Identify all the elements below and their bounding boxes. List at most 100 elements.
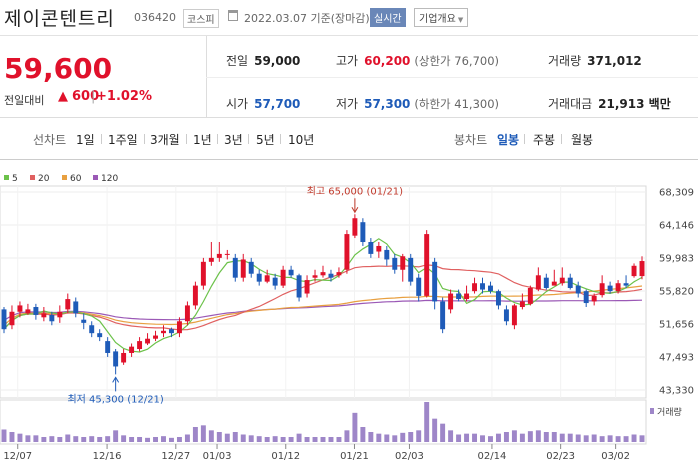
- volume-bar: [631, 434, 637, 442]
- volume-bar: [623, 436, 629, 442]
- y-tick-label: 64,146: [659, 221, 694, 232]
- tab-3y[interactable]: 3년: [224, 133, 243, 147]
- volume-bar: [49, 436, 55, 442]
- candle-body: [288, 269, 294, 276]
- volume-bar: [272, 436, 278, 442]
- x-tick-label: 12/07: [3, 451, 32, 462]
- candle-body: [631, 265, 637, 277]
- high-value: 60,200: [364, 54, 411, 68]
- candle-body: [9, 311, 15, 326]
- change-label: 전일대비: [4, 94, 45, 107]
- volume-bar: [543, 432, 549, 442]
- volume-bar: [264, 437, 270, 442]
- x-tick-label: 02/23: [546, 451, 575, 462]
- volume-bar: [472, 433, 478, 442]
- line-chart-group[interactable]: 선차트: [33, 133, 67, 147]
- volume-bar: [519, 433, 525, 442]
- volume-bar: [57, 437, 63, 442]
- candle-body: [623, 283, 629, 286]
- tab-3m[interactable]: 3개월: [150, 133, 180, 147]
- tab-5y[interactable]: 5년: [256, 133, 275, 147]
- stock-name: 제이콘텐트리: [4, 8, 115, 30]
- candle-body: [1, 309, 7, 330]
- candle-body: [416, 277, 422, 296]
- volume-bar: [1, 429, 7, 442]
- realtime-button[interactable]: 실시간: [370, 8, 406, 27]
- tab-weekly[interactable]: 주봉: [533, 133, 556, 147]
- tab-1y[interactable]: 1년: [193, 133, 212, 147]
- candle-body: [97, 333, 103, 338]
- volume-bar: [464, 433, 470, 442]
- tab-daily[interactable]: 일봉: [497, 133, 520, 147]
- candle-body: [639, 261, 645, 277]
- candle-body: [145, 338, 151, 344]
- candle-body: [567, 277, 573, 288]
- volume-bar: [105, 436, 111, 442]
- volume-bar: [511, 430, 517, 442]
- stock-code: 036420: [134, 11, 176, 24]
- candle-body: [25, 309, 31, 314]
- change-amount: 600: [72, 89, 100, 104]
- low-value: 57,300: [364, 97, 411, 111]
- candle-body: [129, 346, 135, 353]
- volume-bar: [192, 427, 198, 442]
- volume-bar: [416, 430, 422, 442]
- volume-bar: [368, 432, 374, 442]
- volume-bar: [567, 433, 573, 442]
- header: 제이콘텐트리 036420 코스피 2022.03.07 기준(장마감) 실시간…: [0, 0, 698, 36]
- candle-body: [607, 285, 613, 292]
- candle-body: [17, 305, 23, 312]
- candle-body: [448, 293, 454, 310]
- tab-10y[interactable]: 10년: [288, 133, 315, 147]
- arrow-down-icon: [351, 207, 359, 214]
- y-tick-label: 51,656: [659, 320, 694, 331]
- volume-bar: [456, 434, 462, 442]
- divider: [248, 134, 249, 144]
- volume-bar: [73, 436, 79, 442]
- candle-chart-group[interactable]: 봉차트: [454, 133, 488, 147]
- tab-1w[interactable]: 1주일: [108, 133, 138, 147]
- volume-bar: [161, 436, 166, 442]
- candlestick-chart[interactable]: 68,309 64,146 59,983 55,820 51,656 47,493 43,3…: [0, 160, 698, 474]
- volume-bar: [184, 434, 190, 442]
- candle-body: [168, 329, 174, 334]
- divider: [217, 134, 218, 144]
- volume-bar: [376, 433, 382, 442]
- volume-bar: [168, 437, 174, 442]
- candle-body: [599, 283, 605, 296]
- tab-1d[interactable]: 1일: [76, 133, 95, 147]
- tab-monthly[interactable]: 월봉: [571, 133, 594, 147]
- volume-bar: [583, 435, 589, 442]
- ma120-line: [3, 299, 643, 321]
- candle-body: [559, 277, 565, 284]
- volume-bar: [216, 432, 222, 442]
- candle-body: [153, 335, 158, 339]
- candle-body: [41, 313, 47, 318]
- volume-bar: [400, 432, 406, 442]
- x-tick-label: 01/21: [340, 451, 369, 462]
- candle-body: [432, 261, 438, 302]
- legend-ma5-label: 5: [12, 174, 18, 184]
- legend-ma60: 60: [62, 174, 81, 184]
- candle-body: [264, 275, 270, 282]
- volume-bar: [432, 418, 438, 442]
- trade-value-value: 21,913 백만: [598, 97, 671, 111]
- candle-body: [535, 275, 541, 290]
- volume-bar: [535, 430, 541, 442]
- price-plot-area: [0, 185, 647, 399]
- company-info-label: 기업개요: [419, 14, 456, 25]
- legend-ma120-label: 120: [101, 174, 119, 184]
- candle-body: [312, 275, 318, 278]
- volume-bar: [224, 433, 230, 442]
- candle-body: [248, 261, 254, 274]
- volume-bar: [360, 427, 366, 442]
- high-cell: 고가 60,200 (상한가 76,700): [336, 52, 499, 69]
- legend-ma5: 5: [4, 174, 18, 184]
- company-info-dropdown[interactable]: 기업개요 ▼: [414, 8, 469, 27]
- volume-bar: [288, 437, 294, 442]
- high-annotation: 최고 65,000 (01/21): [307, 185, 403, 197]
- candle-body: [360, 222, 366, 243]
- legend-swatch: [30, 175, 35, 180]
- candle-body: [408, 257, 414, 282]
- open-cell: 시가 57,700: [226, 95, 300, 112]
